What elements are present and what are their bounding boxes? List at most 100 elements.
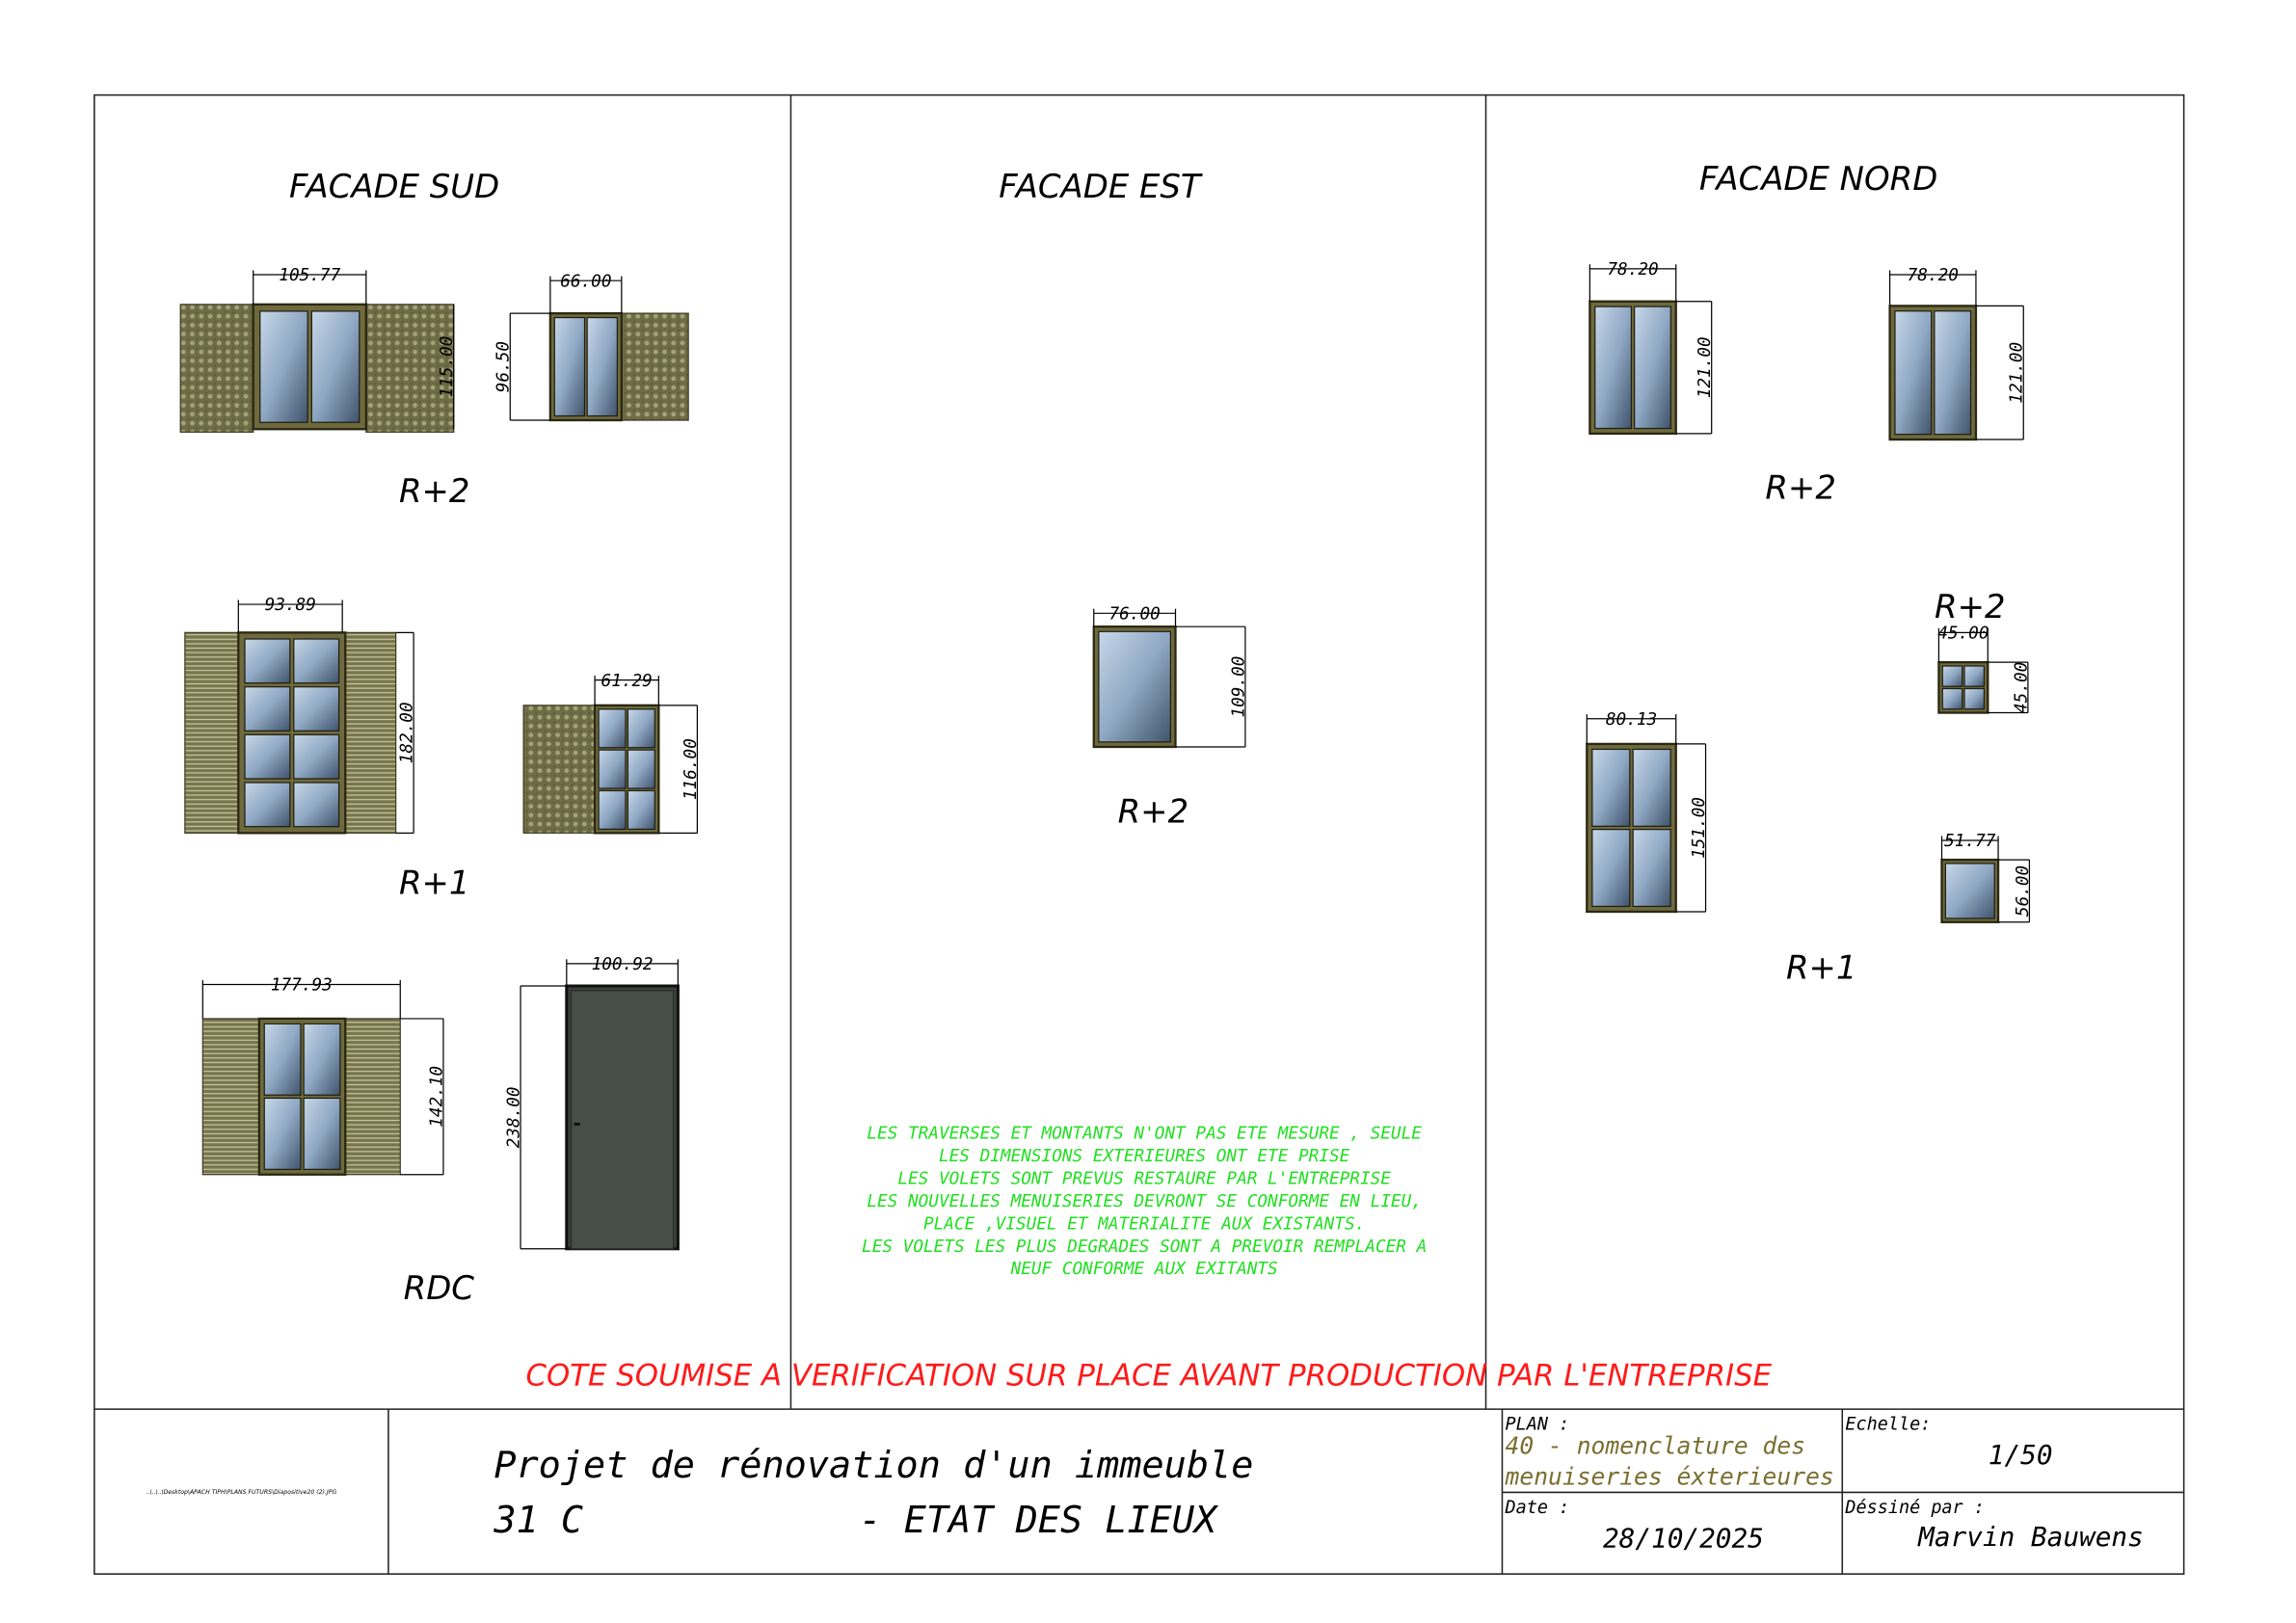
facade: FACADE NORD R+2 R+2 R+1 78.20 121.00 78.20 121.… (1586, 160, 2033, 986)
glass-pane (244, 638, 291, 684)
dimension: 115.00 (438, 336, 457, 398)
scale: 1/50 (1989, 1439, 2053, 1471)
glass-pane (1941, 665, 1963, 687)
facade-title: FACADE NORD (1699, 160, 1937, 198)
dimension: 51.77 (1944, 832, 1996, 851)
glass-pane (259, 310, 308, 423)
facade: FACADE SUD R+2 R+1 RDC 105.77 115.00 66.00 96.5… (179, 168, 701, 1307)
shutter (179, 304, 254, 433)
dimension: 142.10 (427, 1066, 446, 1128)
glass-pane (263, 1097, 302, 1170)
window: 93.89 182.00 (184, 596, 417, 835)
plan-label: PLAN : (1506, 1415, 1570, 1435)
dimension: 109.00 (1229, 656, 1248, 718)
dimension: 116.00 (681, 738, 701, 800)
glass-pane (627, 749, 655, 789)
level-label: R+2 (1935, 588, 2005, 625)
plan-name: menuiseries éxterieures (1505, 1463, 1834, 1491)
dimension: 45.00 (1937, 625, 1989, 644)
dimension: 182.00 (398, 702, 417, 763)
level-label: R+1 (399, 865, 469, 902)
glass-pane (1632, 828, 1671, 908)
window: 80.13 151.00 (1586, 710, 1709, 914)
glass-pane (1963, 687, 1986, 710)
dimension: 80.13 (1606, 710, 1657, 730)
dimension: 100.92 (592, 955, 654, 974)
glass-pane (293, 686, 340, 732)
dimension: 151.00 (1690, 797, 1709, 859)
facade: FACADE EST R+2 76.00 109.00 (999, 168, 1248, 831)
scale-label: Echelle: (1845, 1415, 1931, 1435)
window: 177.93 142.10 (201, 976, 446, 1176)
dimension: 93.89 (265, 596, 316, 615)
note-line: LES TRAVERSES ET MONTANTS N'ONT PAS ETE … (867, 1125, 1422, 1144)
dimension: 56.00 (2014, 865, 2033, 917)
glass-pane (1934, 310, 1972, 436)
glass-pane (553, 316, 586, 417)
notes: LES TRAVERSES ET MONTANTS N'ONT PAS ETE … (862, 1125, 1427, 1280)
dimension: 78.20 (1607, 260, 1658, 279)
window: 66.00 96.50 (494, 272, 689, 422)
shutter (621, 312, 689, 421)
note-line: PLACE ,VISUEL ET MATERIALITE AUX EXISTAN… (923, 1214, 1365, 1234)
glass-pane (303, 1023, 341, 1096)
level-label: RDC (404, 1269, 475, 1307)
note-line: LES NOUVELLES MENUISERIES DEVRONT SE CON… (867, 1192, 1422, 1211)
window: 78.20 121.00 (1589, 260, 1715, 436)
glass-pane (1098, 630, 1172, 743)
note-line: LES VOLETS SONT PREVUS RESTAURE PAR L'EN… (897, 1170, 1391, 1189)
glass-pane (1591, 748, 1631, 827)
project-title: Projet de rénovation d'un immeuble (494, 1444, 1253, 1487)
dimension: 61.29 (601, 672, 653, 691)
dimension: 96.50 (494, 341, 514, 392)
glass-pane (586, 316, 618, 417)
glass-pane (244, 686, 291, 732)
glass-pane (598, 708, 627, 749)
level-label: R+2 (1765, 469, 1835, 507)
facade-title: FACADE SUD (289, 168, 499, 205)
note-line: LES DIMENSIONS EXTERIEURES ONT ETE PRISE (939, 1147, 1350, 1166)
glass-pane (244, 733, 291, 780)
author: Marvin Bauwens (1917, 1521, 2144, 1553)
title-block: ..\..\..\Desktop\APACH TIPH\PLANS FUTURS… (147, 1415, 2144, 1555)
dimension: 78.20 (1908, 266, 1959, 285)
glass-pane (1941, 687, 1963, 710)
door-panel (570, 989, 675, 1250)
dimension: 45.00 (2012, 662, 2031, 713)
glass-pane (1594, 306, 1633, 430)
glass-pane (1963, 665, 1986, 687)
glass-pane (627, 708, 655, 749)
project-number: 31 C (493, 1499, 583, 1542)
author-label: Déssiné par : (1844, 1498, 1985, 1518)
project-subtitle: - ETAT DES LIEUX (859, 1499, 1219, 1542)
date-label: Date : (1505, 1498, 1570, 1518)
dimension: 76.00 (1108, 604, 1160, 624)
glass-pane (293, 782, 340, 828)
glass-pane (310, 310, 360, 423)
dimension: 177.93 (271, 976, 333, 996)
glass-pane (1634, 306, 1671, 430)
glass-pane (598, 789, 627, 830)
dimension: 66.00 (560, 272, 611, 291)
window: 78.20 121.00 (1888, 266, 2027, 441)
window: 76.00 109.00 (1092, 604, 1248, 749)
dimension: 121.00 (2008, 342, 2027, 404)
window: 61.29 116.00 (522, 672, 701, 835)
glass-pane (303, 1097, 341, 1170)
glass-pane (1944, 863, 1995, 919)
glass-pane (293, 733, 340, 780)
warning: COTE SOUMISE A VERIFICATION SUR PLACE AV… (525, 1358, 1772, 1393)
shutter (522, 705, 596, 834)
shutter (344, 1018, 401, 1176)
shutter (201, 1018, 260, 1176)
glass-pane (263, 1023, 302, 1096)
door-handle (574, 1122, 580, 1126)
note-line: NEUF CONFORME AUX EXITANTS (1010, 1260, 1278, 1279)
glass-pane (1591, 828, 1631, 908)
window: 45.00 45.00 (1937, 625, 2031, 714)
glass-pane (244, 782, 291, 828)
facade-title: FACADE EST (999, 168, 1203, 205)
shutter (344, 631, 397, 834)
